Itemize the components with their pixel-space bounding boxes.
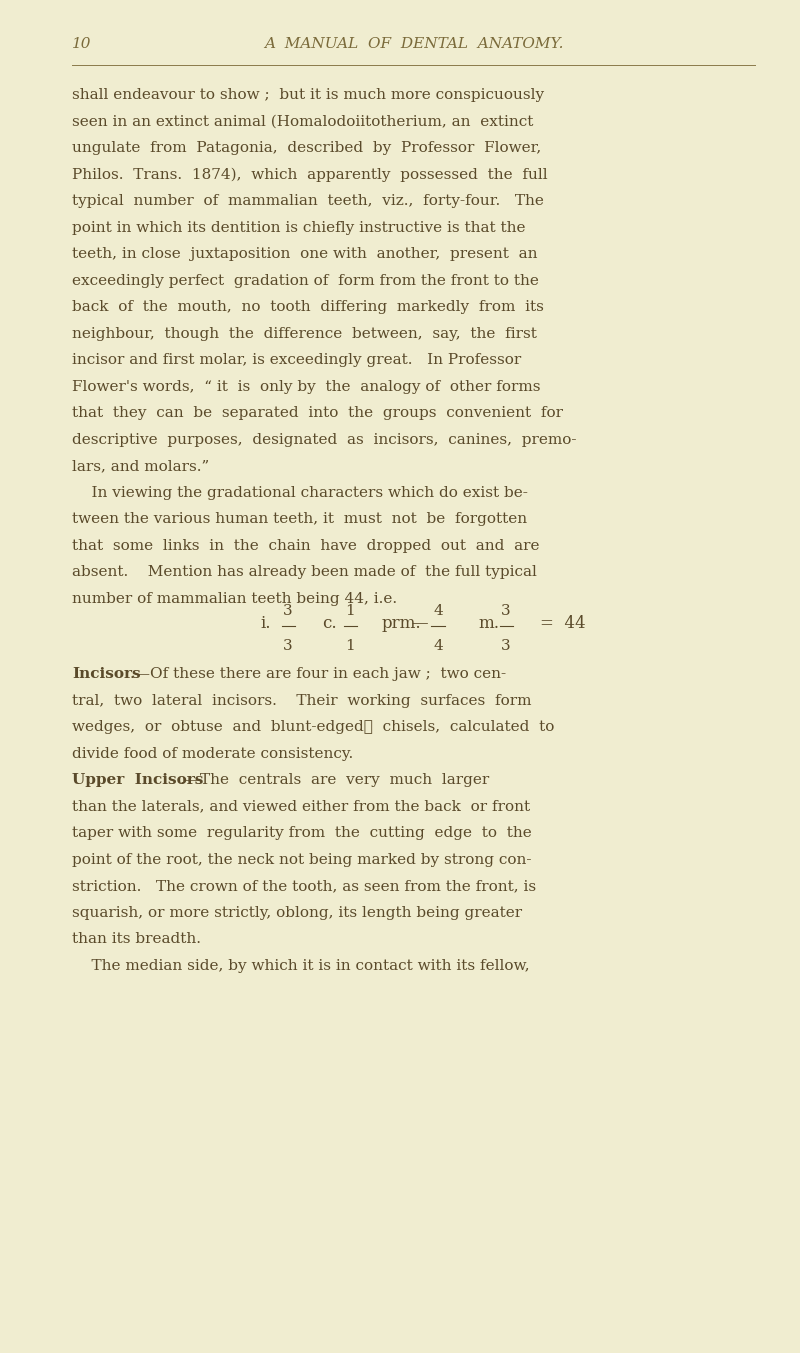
Text: Incisors: Incisors [72,667,141,682]
Text: back  of  the  mouth,  no  tooth  differing  markedly  from  its: back of the mouth, no tooth differing ma… [72,300,544,314]
Text: than the laterals, and viewed either from the back  or front: than the laterals, and viewed either fro… [72,800,530,813]
Text: Philos.  Trans.  1874),  which  apparently  possessed  the  full: Philos. Trans. 1874), which apparently p… [72,168,548,181]
Text: incisor and first molar, is exceedingly great.   In Professor: incisor and first molar, is exceedingly … [72,353,522,367]
Text: lars, and molars.”: lars, and molars.” [72,459,210,474]
Text: 3: 3 [501,639,511,653]
Text: neighbour,  though  the  difference  between,  say,  the  first: neighbour, though the difference between… [72,326,537,341]
Text: =  44: = 44 [540,616,586,632]
Text: 1: 1 [345,603,355,618]
Text: that  some  links  in  the  chain  have  dropped  out  and  are: that some links in the chain have droppe… [72,538,539,552]
Text: teeth, in close  juxtaposition  one with  another,  present  an: teeth, in close juxtaposition one with a… [72,248,538,261]
Text: point in which its dentition is chiefly instructive is that the: point in which its dentition is chiefly … [72,221,526,234]
Text: .—Of these there are four in each jaw ;  two cen-: .—Of these there are four in each jaw ; … [130,667,506,682]
Text: —: — [412,616,428,632]
Text: 10: 10 [72,37,91,51]
Text: .—The  centrals  are  very  much  larger: .—The centrals are very much larger [180,774,490,787]
Text: descriptive  purposes,  designated  as  incisors,  canines,  premo-: descriptive purposes, designated as inci… [72,433,577,446]
Text: Upper  Incisors: Upper Incisors [72,774,203,787]
Text: exceedingly perfect  gradation of  form from the front to the: exceedingly perfect gradation of form fr… [72,273,539,287]
Text: A  MANUAL  OF  DENTAL  ANATOMY.: A MANUAL OF DENTAL ANATOMY. [264,37,563,51]
Text: In viewing the gradational characters which do exist be-: In viewing the gradational characters wh… [72,486,528,499]
Text: shall endeavour to show ;  but it is much more conspicuously: shall endeavour to show ; but it is much… [72,88,544,101]
Text: 3: 3 [283,603,293,618]
Text: striction.   The crown of the tooth, as seen from the front, is: striction. The crown of the tooth, as se… [72,879,536,893]
Text: 3: 3 [283,639,293,653]
Text: 4: 4 [433,603,443,618]
Text: 3: 3 [501,603,511,618]
Text: divide food of moderate consistency.: divide food of moderate consistency. [72,747,354,760]
Text: than its breadth.: than its breadth. [72,932,201,946]
Text: i.: i. [260,616,270,632]
Text: Flower's words,  “ it  is  only by  the  analogy of  other forms: Flower's words, “ it is only by the anal… [72,379,541,394]
Text: tween the various human teeth, it  must  not  be  forgotten: tween the various human teeth, it must n… [72,511,527,526]
Text: typical  number  of  mammalian  teeth,  viz.,  forty-four.   The: typical number of mammalian teeth, viz.,… [72,193,544,208]
Text: taper with some  regularity from  the  cutting  edge  to  the: taper with some regularity from the cutt… [72,827,532,840]
Text: wedges,  or  obtuse  and  blunt-edged‧  chisels,  calculated  to: wedges, or obtuse and blunt-edged‧ chise… [72,720,554,735]
Text: seen in an extinct animal (Homalodoiitotherium, an  extinct: seen in an extinct animal (Homalodoiitot… [72,115,534,129]
Text: 1: 1 [345,639,355,653]
Text: absent.    Mention has already been made of  the full typical: absent. Mention has already been made of… [72,566,537,579]
Text: point of the root, the neck not being marked by strong con-: point of the root, the neck not being ma… [72,852,531,867]
Text: number of mammalian teeth being 44, i.e.: number of mammalian teeth being 44, i.e. [72,591,397,606]
Text: The median side, by which it is in contact with its fellow,: The median side, by which it is in conta… [72,959,530,973]
Text: m.: m. [478,616,499,632]
Text: ungulate  from  Patagonia,  described  by  Professor  Flower,: ungulate from Patagonia, described by Pr… [72,141,542,156]
Text: that  they  can  be  separated  into  the  groups  convenient  for: that they can be separated into the grou… [72,406,563,419]
Text: tral,  two  lateral  incisors.    Their  working  surfaces  form: tral, two lateral incisors. Their workin… [72,694,531,708]
Text: prm.: prm. [382,616,422,632]
Text: 4: 4 [433,639,443,653]
Text: c.: c. [322,616,337,632]
Text: squarish, or more strictly, oblong, its length being greater: squarish, or more strictly, oblong, its … [72,905,522,920]
